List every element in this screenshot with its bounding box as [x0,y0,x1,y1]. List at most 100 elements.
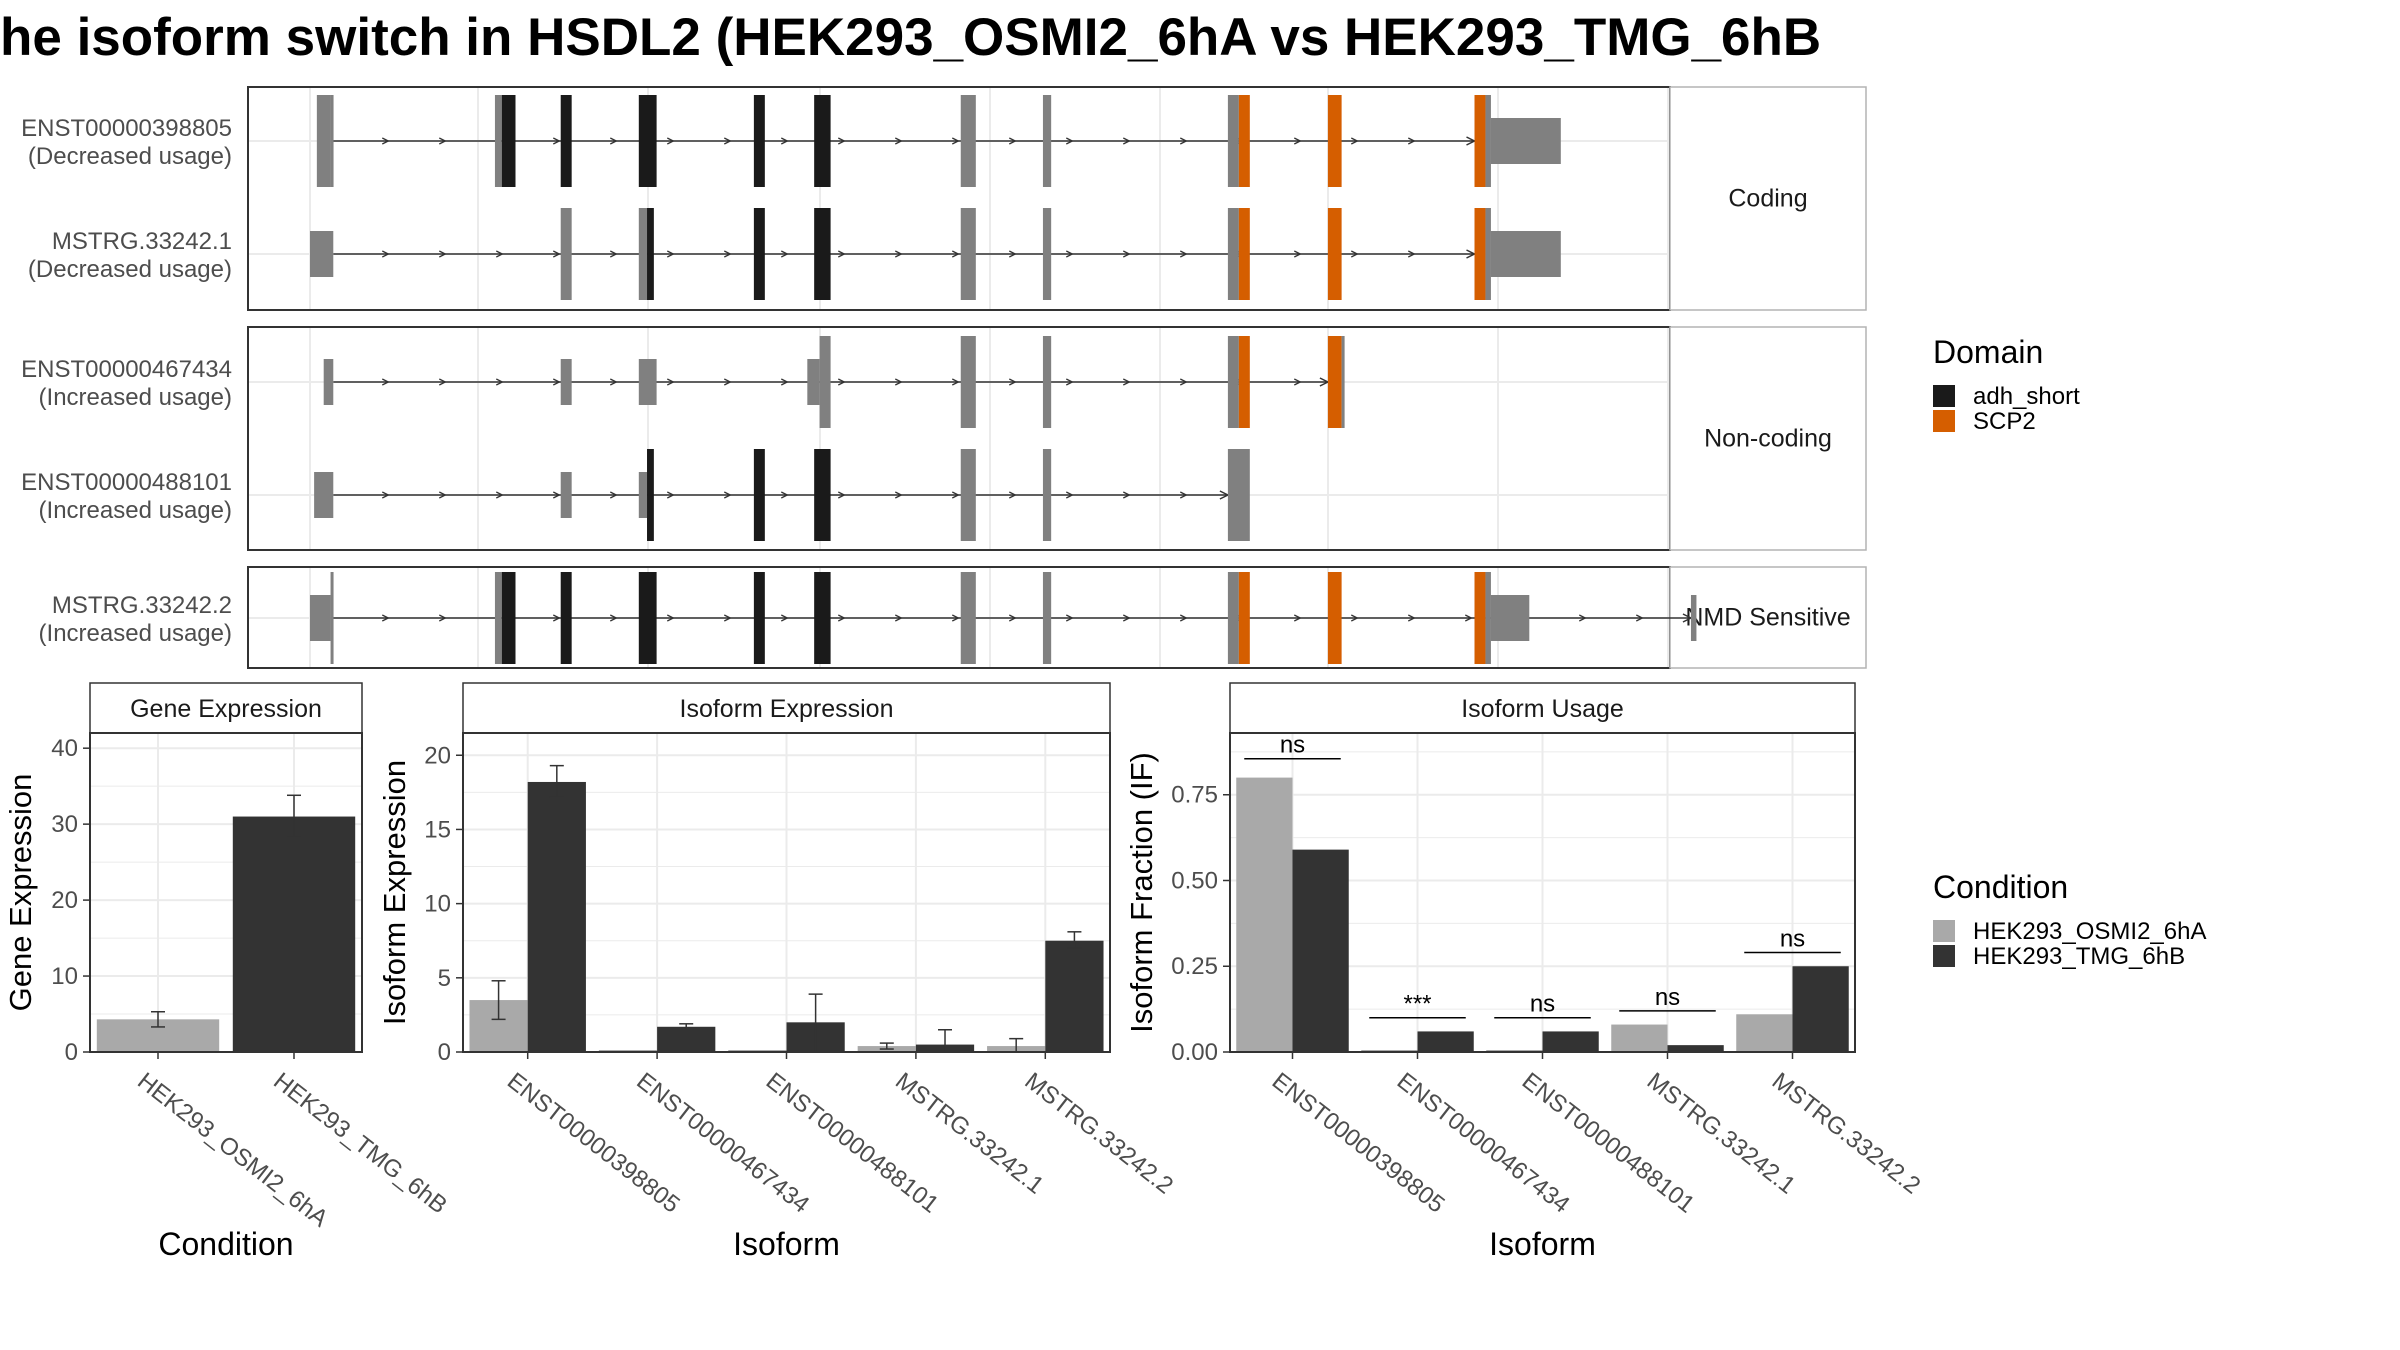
legend-label: HEK293_TMG_6hB [1973,943,2185,970]
strand-arrow [666,250,675,258]
strand-arrow [837,250,846,258]
transcript-id: ENST00000398805 [21,115,232,142]
exon-adh_short [638,572,657,664]
strand-arrow [1407,614,1416,622]
strand-arrow [1008,614,1017,622]
strand-arrow [666,378,675,386]
strand-arrow [723,614,732,622]
exon [1042,572,1052,664]
exon [1042,449,1052,541]
exon [1227,336,1239,428]
exon [1490,231,1561,277]
y-axis-label: Isoform Fraction (IF) [1124,752,1159,1033]
exon-SCP2 [1238,336,1250,428]
bar-hek293_tmg_6hb [527,781,586,1052]
exon [310,595,331,641]
significance-label: ns [1530,991,1555,1018]
strand-arrow [1635,614,1644,622]
exon-adh_short [501,572,516,664]
exon [560,208,572,300]
strand-arrow [438,137,447,145]
exon [960,449,976,541]
isoform-expression-chart: Isoform Expression05101520ENST0000039880… [377,682,1178,1262]
strand-arrow [1179,491,1188,499]
strand-arrow [1293,137,1302,145]
exon [807,359,820,405]
strand-arrow [1065,491,1074,499]
legend-label: HEK293_OSMI2_6hA [1973,918,2206,945]
strand-arrow [1122,137,1131,145]
strand-arrow [438,378,447,386]
strand-arrow [894,491,903,499]
chart-strip [1229,682,1856,734]
exon [638,359,657,405]
exon [960,208,976,300]
exon [314,472,334,518]
exon [960,95,976,187]
strand-arrow [1179,614,1188,622]
strand-arrow [1179,137,1188,145]
exon [560,359,572,405]
exon-SCP2 [1474,95,1486,187]
y-tick-label: 0.25 [1171,953,1218,980]
strand-arrow [495,378,504,386]
transcript-id: ENST00000467434 [21,356,232,383]
strand-arrow [951,614,960,622]
strand-arrow [495,250,504,258]
strand-arrow [1008,250,1017,258]
exon [1490,118,1561,164]
exon-SCP2 [1238,572,1250,664]
exon [1485,208,1491,300]
strand-arrow [780,491,789,499]
exon-SCP2 [1238,208,1250,300]
exon [323,359,334,405]
exon [1490,595,1530,641]
strand-arrow [438,491,447,499]
exon-SCP2 [1474,572,1486,664]
strand-arrow [495,491,504,499]
exon [960,336,976,428]
strand-arrow [666,491,675,499]
strand-arrow [438,250,447,258]
strand-arrow [381,137,390,145]
transcript-usage: (Increased usage) [39,497,232,524]
strand-arrow [1407,137,1416,145]
strand-arrow [837,137,846,145]
exon-SCP2 [1327,336,1342,428]
strand-arrow [1122,250,1131,258]
isoform-usage-chart: Isoform Usage0.000.250.500.75ENST0000039… [1124,682,1925,1262]
structure-strip-label: Non-coding [1704,425,1832,453]
exon-adh_short [647,208,654,300]
exon-adh_short [647,449,654,541]
strand-arrow [552,137,561,145]
strand-arrow [1122,491,1131,499]
transcript-usage: (Decreased usage) [28,143,232,170]
strand-arrow [1464,614,1473,622]
y-tick-label: 30 [51,811,78,838]
strand-arrow [666,614,675,622]
exon [330,95,334,187]
chart-strip [462,682,1111,734]
exon-adh_short [814,449,831,541]
exon [494,572,502,664]
y-axis-label: Isoform Expression [377,760,412,1025]
chart-panel-border [89,732,363,1053]
strand-arrow [1065,250,1074,258]
transcript-MSTRG.33242.1: MSTRG.33242.1(Decreased usage) [28,208,1561,300]
strand-arrow [381,378,390,386]
exon-adh_short [814,572,831,664]
strand-arrow [1008,137,1017,145]
exon-adh_short [753,572,765,664]
chart-panel-border [462,732,1111,1053]
structure-strip [1669,86,1867,311]
strand-arrow [1179,250,1188,258]
strand-arrow [894,614,903,622]
exon [1690,595,1697,641]
strand-arrow [609,137,618,145]
transcript-usage: (Increased usage) [39,384,232,411]
